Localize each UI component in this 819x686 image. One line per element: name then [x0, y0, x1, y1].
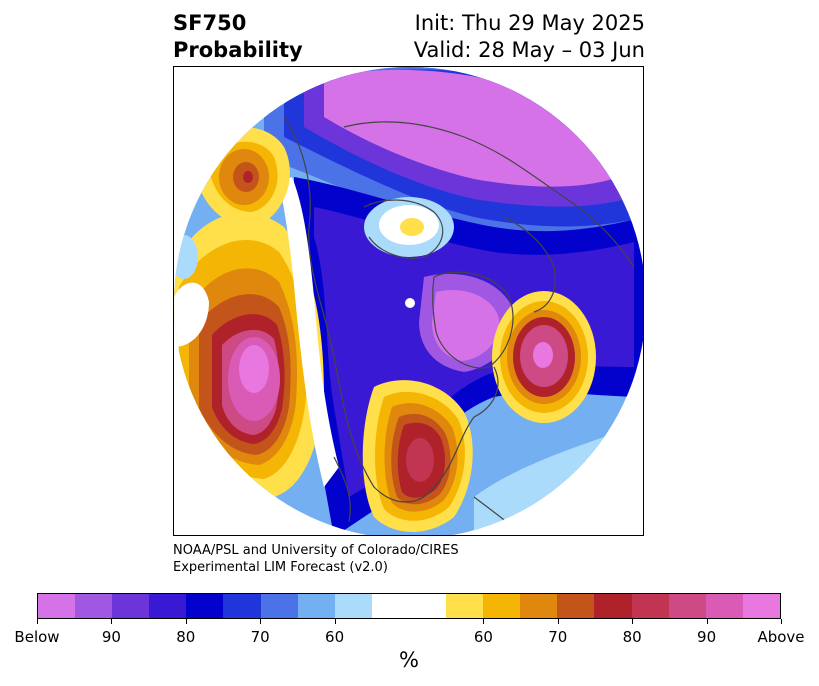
colorbar [37, 593, 781, 619]
colorbar-tick-label: 80 [176, 628, 196, 646]
colorbar-tick [334, 619, 336, 624]
colorbar-tick [185, 619, 187, 624]
neutral-strip [279, 177, 339, 487]
colorbar-segment [483, 594, 521, 618]
colorbar-tick [111, 619, 113, 624]
colorbar-segment [297, 594, 335, 618]
pole-marker [405, 298, 415, 308]
colorbar-tick [781, 619, 782, 624]
colorbar-segment [446, 594, 484, 618]
colorbar-tick [557, 619, 559, 624]
colorbar-segment [75, 594, 113, 618]
colorbar-tick [632, 619, 634, 624]
colorbar-tick [37, 619, 38, 624]
colorbar-tick-label: 80 [622, 628, 642, 646]
credit-line-2: Experimental LIM Forecast (v2.0) [173, 560, 388, 575]
map-dates: Init: Thu 29 May 2025 Valid: 28 May – 03… [414, 10, 645, 64]
credit-text: NOAA/PSL and University of Colorado/CIRE… [173, 542, 459, 576]
colorbar-tick-label: 60 [473, 628, 493, 646]
colorbar-tick-label: 70 [250, 628, 270, 646]
init-date: Init: Thu 29 May 2025 [414, 11, 645, 35]
colorbar-segment [668, 594, 706, 618]
colorbar-tick-label: 90 [697, 628, 717, 646]
colorbar-segment [186, 594, 224, 618]
title-variable: SF750 [173, 11, 247, 35]
western-neutral-patch [174, 282, 209, 347]
colorbar-tick-label: 70 [548, 628, 568, 646]
pacific-warm-core [239, 345, 269, 393]
colorbar-tick [706, 619, 708, 624]
map-title: SF750 Probability [173, 10, 303, 64]
colorbar-tick [260, 619, 262, 624]
colorbar-segment [223, 594, 261, 618]
east-us-warm-core [406, 438, 434, 482]
title-quantity: Probability [173, 38, 303, 62]
colorbar-tick [483, 619, 485, 624]
colorbar-tick-label: 90 [101, 628, 121, 646]
colorbar-segment [38, 594, 76, 618]
credit-line-1: NOAA/PSL and University of Colorado/CIRE… [173, 543, 459, 558]
colorbar-tick-label: Above [757, 628, 805, 646]
colorbar-tick-label: Below [14, 628, 60, 646]
colorbar-segment [112, 594, 150, 618]
colorbar-tick-label: 60 [325, 628, 345, 646]
colorbar-segment [557, 594, 595, 618]
map-svg [174, 67, 643, 535]
valid-range: Valid: 28 May – 03 Jun [413, 38, 645, 62]
colorbar-segment [149, 594, 187, 618]
colorbar-unit: % [399, 648, 419, 672]
colorbar-segment [594, 594, 632, 618]
colorbar-segment [260, 594, 298, 618]
probability-map [173, 66, 644, 536]
greenland-blob-core [432, 290, 500, 361]
coastlines [283, 116, 635, 535]
hudson-warm-spot [400, 218, 424, 236]
colorbar-segment [742, 594, 780, 618]
colorbar-segment [334, 594, 372, 618]
colorbar-segment [520, 594, 558, 618]
colorbar-segment [631, 594, 669, 618]
aleutian-warm-core [243, 171, 253, 183]
atlantic-warm-core [533, 342, 553, 368]
colorbar-segment [371, 594, 447, 618]
colorbar-segment [705, 594, 743, 618]
